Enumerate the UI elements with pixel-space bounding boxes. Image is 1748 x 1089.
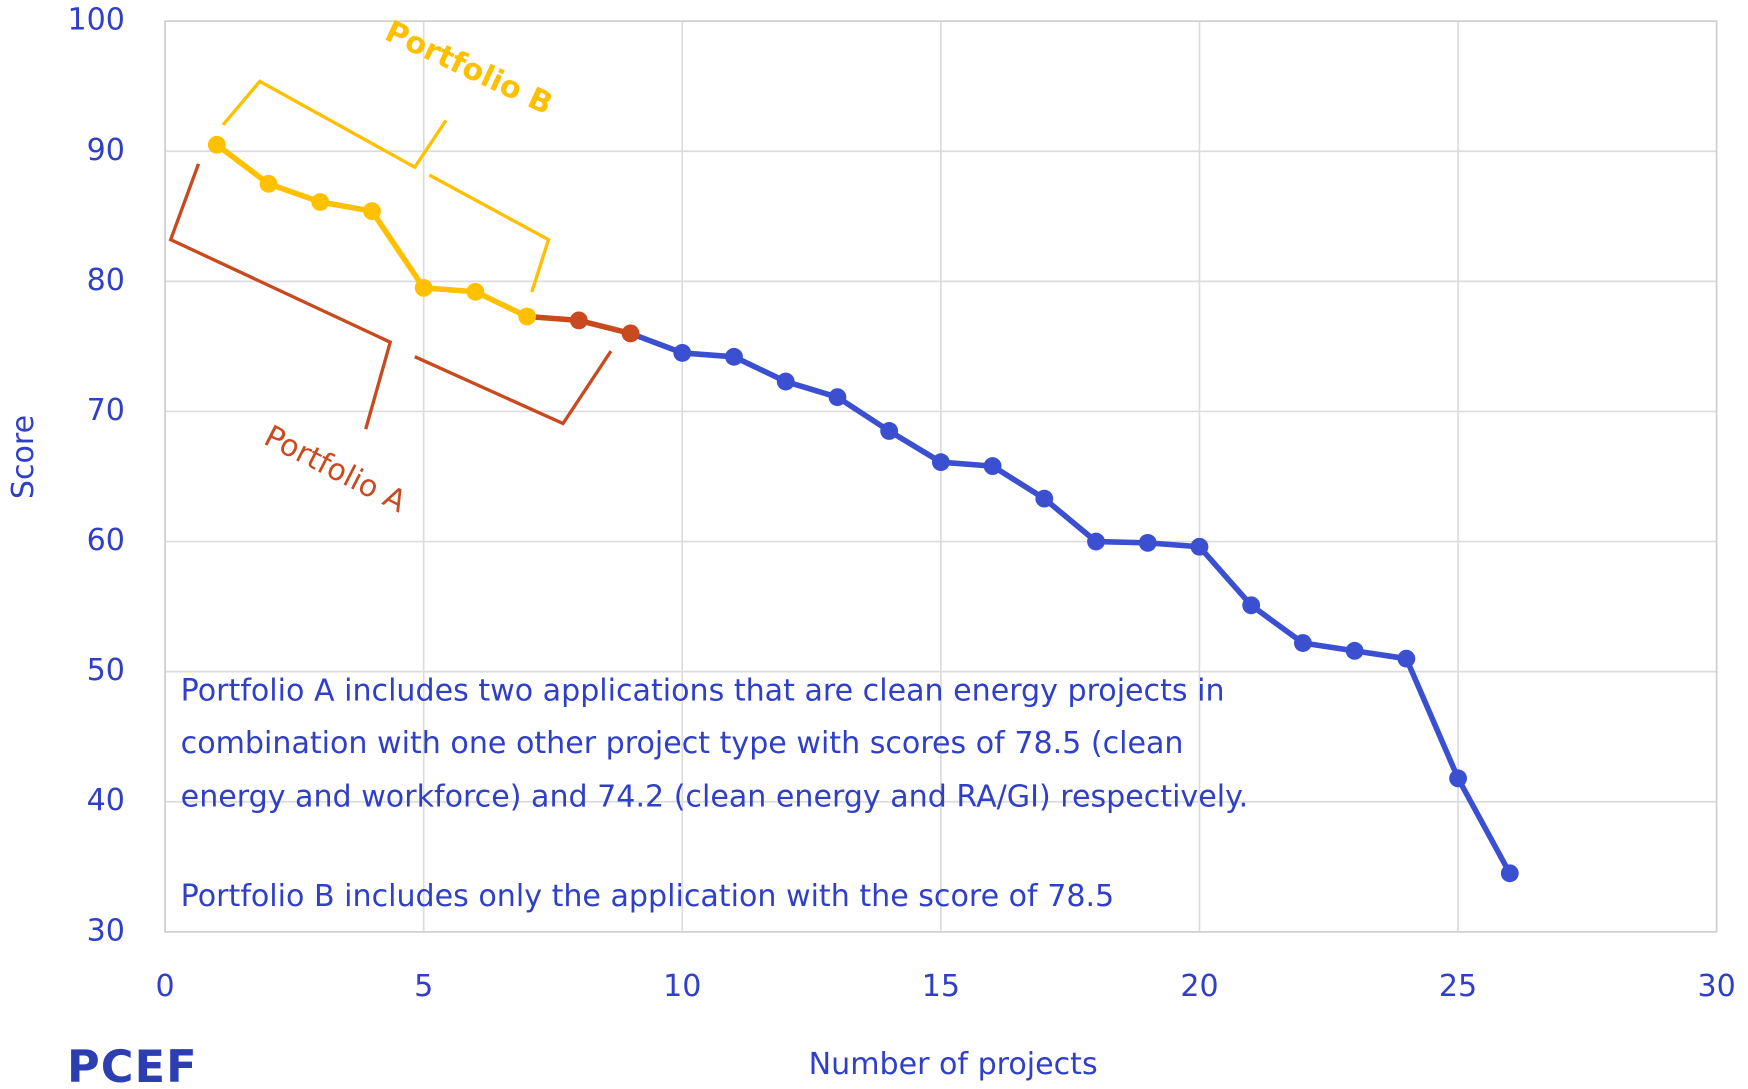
- x-tick-label: 25: [1439, 969, 1477, 1004]
- y-tick-label: 50: [87, 653, 125, 688]
- x-tick-label: 30: [1698, 969, 1736, 1004]
- note: Portfolio B includes only the applicatio…: [181, 879, 1114, 914]
- x-tick-label: 20: [1180, 969, 1218, 1004]
- y-tick-label: 40: [87, 783, 125, 818]
- line-connector: [627, 330, 686, 356]
- note: energy and workforce) and 74.2 (clean en…: [181, 780, 1248, 815]
- x-axis-label: Number of projects: [809, 1047, 1098, 1082]
- point: [931, 453, 950, 472]
- point: [1138, 533, 1157, 552]
- point: [725, 347, 743, 366]
- y-tick-label: 30: [87, 913, 125, 948]
- point: [207, 135, 226, 154]
- point: [1242, 596, 1261, 615]
- point: [1500, 864, 1519, 883]
- y-axis-label: Score: [6, 415, 41, 499]
- point: [1449, 769, 1467, 788]
- y-tick-label: 100: [68, 3, 125, 38]
- point: [1397, 649, 1416, 668]
- point: [983, 457, 1002, 476]
- y-tick-label: 80: [87, 263, 125, 298]
- point: [776, 372, 795, 391]
- point: [363, 202, 381, 221]
- y-tick-label: 90: [87, 133, 125, 168]
- bracket-b: [221, 79, 551, 293]
- point: [1293, 634, 1312, 652]
- point: [414, 278, 433, 297]
- point: [518, 307, 537, 326]
- point: [259, 174, 278, 193]
- note: Portfolio A includes two applications th…: [181, 674, 1225, 709]
- annotation-a: Portfolio A: [258, 419, 411, 520]
- logo: PCEF: [67, 1041, 198, 1089]
- point: [1087, 532, 1105, 551]
- point: [569, 311, 588, 330]
- point: [1035, 489, 1054, 508]
- annotation-b: Portfolio B: [380, 14, 558, 122]
- x-tick-label: 10: [663, 969, 701, 1004]
- note: combination with one other project type …: [181, 726, 1184, 761]
- y-tick-label: 70: [87, 393, 125, 428]
- bracket-a: [168, 163, 613, 430]
- point: [466, 282, 485, 301]
- point: [880, 422, 899, 440]
- point: [621, 324, 640, 343]
- y-tick-label: 60: [87, 523, 125, 558]
- x-tick-label: 0: [156, 969, 175, 1004]
- plot-border: [164, 20, 1718, 933]
- point: [673, 344, 692, 362]
- x-tick-label: 15: [922, 969, 960, 1004]
- point: [1345, 641, 1364, 660]
- point: [828, 388, 847, 407]
- x-tick-label: 5: [414, 969, 433, 1004]
- point: [1190, 537, 1209, 556]
- point: [311, 193, 330, 211]
